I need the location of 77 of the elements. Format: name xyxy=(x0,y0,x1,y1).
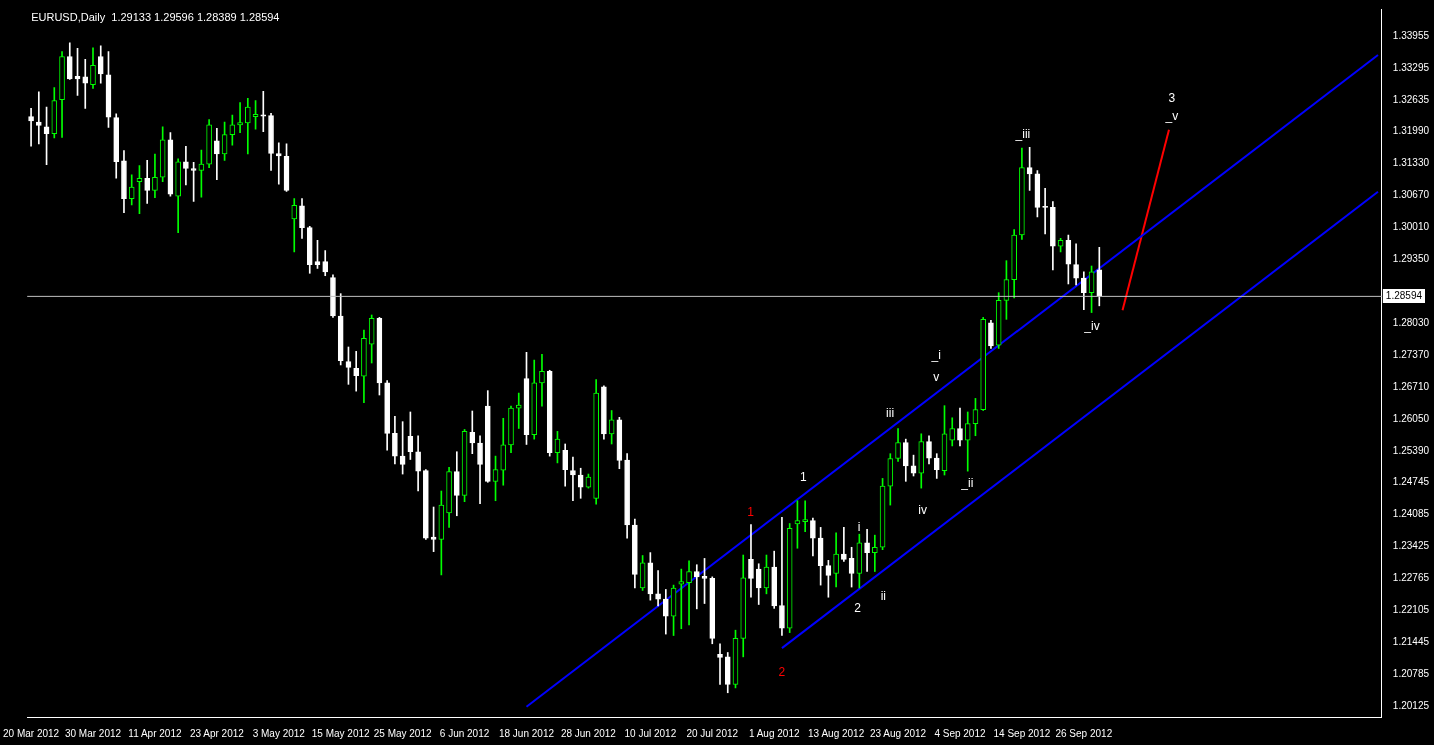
x-tick-label: 3 May 2012 xyxy=(252,727,306,739)
x-tick-label: 18 Jun 2012 xyxy=(498,727,555,739)
annotation: 1 xyxy=(747,505,755,520)
x-tick-label: 4 Sep 2012 xyxy=(934,727,986,739)
y-tick-label: 1.28030 xyxy=(1392,316,1430,328)
candlestick xyxy=(841,527,847,562)
y-tick-label: 1.25390 xyxy=(1392,445,1430,457)
x-tick-label: 14 Sep 2012 xyxy=(993,727,1051,739)
y-tick-label: 1.26050 xyxy=(1392,413,1430,424)
y-tick-label: 1.30670 xyxy=(1392,188,1430,200)
annotation: i xyxy=(857,520,861,535)
x-tick-label: 1 Aug 2012 xyxy=(748,727,800,739)
y-tick-label: 1.33955 xyxy=(1392,29,1430,41)
x-tick-label: 13 Aug 2012 xyxy=(808,727,865,739)
annotation: v xyxy=(933,370,940,385)
annotation: 3 xyxy=(1168,91,1176,106)
y-tick-label: 1.21445 xyxy=(1392,636,1430,648)
candlestick xyxy=(686,560,692,626)
annotation: _i xyxy=(930,348,941,363)
annotation: 1 xyxy=(800,470,808,485)
y-tick-label: 1.24085 xyxy=(1392,508,1430,520)
candlestick xyxy=(275,142,282,185)
annotation: iii xyxy=(886,405,895,420)
candlestick xyxy=(260,91,267,133)
chart-title: EURUSD,Daily 1.29133 1.29596 1.28389 1.28594 xyxy=(31,10,280,23)
candlestick xyxy=(28,108,34,147)
y-tick-label: 1.31330 xyxy=(1392,156,1430,168)
y-tick-label: 1.33295 xyxy=(1392,61,1430,73)
y-tick-label: 1.22105 xyxy=(1392,604,1430,616)
y-tick-label: 1.26710 xyxy=(1392,381,1430,392)
candlestick xyxy=(678,568,685,630)
candlestick xyxy=(539,353,545,407)
y-tick-label: 1.31990 xyxy=(1392,124,1430,136)
y-tick-label: 1.32635 xyxy=(1392,93,1430,105)
x-tick-label: 15 May 2012 xyxy=(311,727,371,739)
annotation: _iv xyxy=(1083,319,1100,334)
annotation: 2 xyxy=(854,600,862,615)
candlestick xyxy=(779,516,785,636)
candlestick xyxy=(655,570,661,607)
annotation: _ii xyxy=(960,476,974,491)
annotation: _iii xyxy=(1014,127,1031,142)
x-tick-label: 20 Jul 2012 xyxy=(686,727,739,739)
y-tick-label: 1.23425 xyxy=(1392,540,1430,552)
candlestick xyxy=(693,564,700,610)
candlestick xyxy=(237,102,243,133)
y-tick-label: 1.24745 xyxy=(1392,476,1430,488)
x-tick-label: 23 Apr 2012 xyxy=(189,727,245,739)
candlestick xyxy=(570,456,576,502)
candlestick xyxy=(717,643,723,685)
x-tick-label: 10 Jul 2012 xyxy=(624,727,677,739)
candlestick xyxy=(82,59,89,109)
y-tick-label: 1.22765 xyxy=(1392,572,1430,584)
x-tick-label: 26 Sep 2012 xyxy=(1055,727,1113,739)
candlestick xyxy=(214,127,220,181)
candlestick xyxy=(183,145,189,186)
y-tick-label: 1.20125 xyxy=(1392,700,1430,712)
annotation: iv xyxy=(918,502,927,517)
annotation: ii xyxy=(880,588,887,603)
candlestick xyxy=(864,529,870,572)
x-tick-label: 23 Aug 2012 xyxy=(869,727,927,739)
annotation: _v xyxy=(1164,108,1179,123)
y-tick-label: 1.27370 xyxy=(1392,348,1430,360)
candlestick xyxy=(353,351,360,392)
y-tick-label: 1.20785 xyxy=(1392,668,1430,680)
candlestick xyxy=(35,91,42,145)
x-tick-label: 25 May 2012 xyxy=(373,727,432,739)
x-tick-label: 11 Apr 2012 xyxy=(128,727,182,739)
annotation: 2 xyxy=(778,665,786,680)
x-tick-label: 6 Jun 2012 xyxy=(439,727,490,739)
candlestick xyxy=(802,500,808,533)
x-tick-label: 30 Mar 2012 xyxy=(64,727,122,739)
ref-line-label: 1.28594 xyxy=(1385,289,1423,301)
x-tick-label: 20 Mar 2012 xyxy=(3,727,60,739)
y-tick-label: 1.29350 xyxy=(1392,252,1430,264)
x-tick-label: 28 Jun 2012 xyxy=(560,727,617,739)
y-tick-label: 1.30010 xyxy=(1392,220,1430,232)
candlestick xyxy=(872,534,878,572)
